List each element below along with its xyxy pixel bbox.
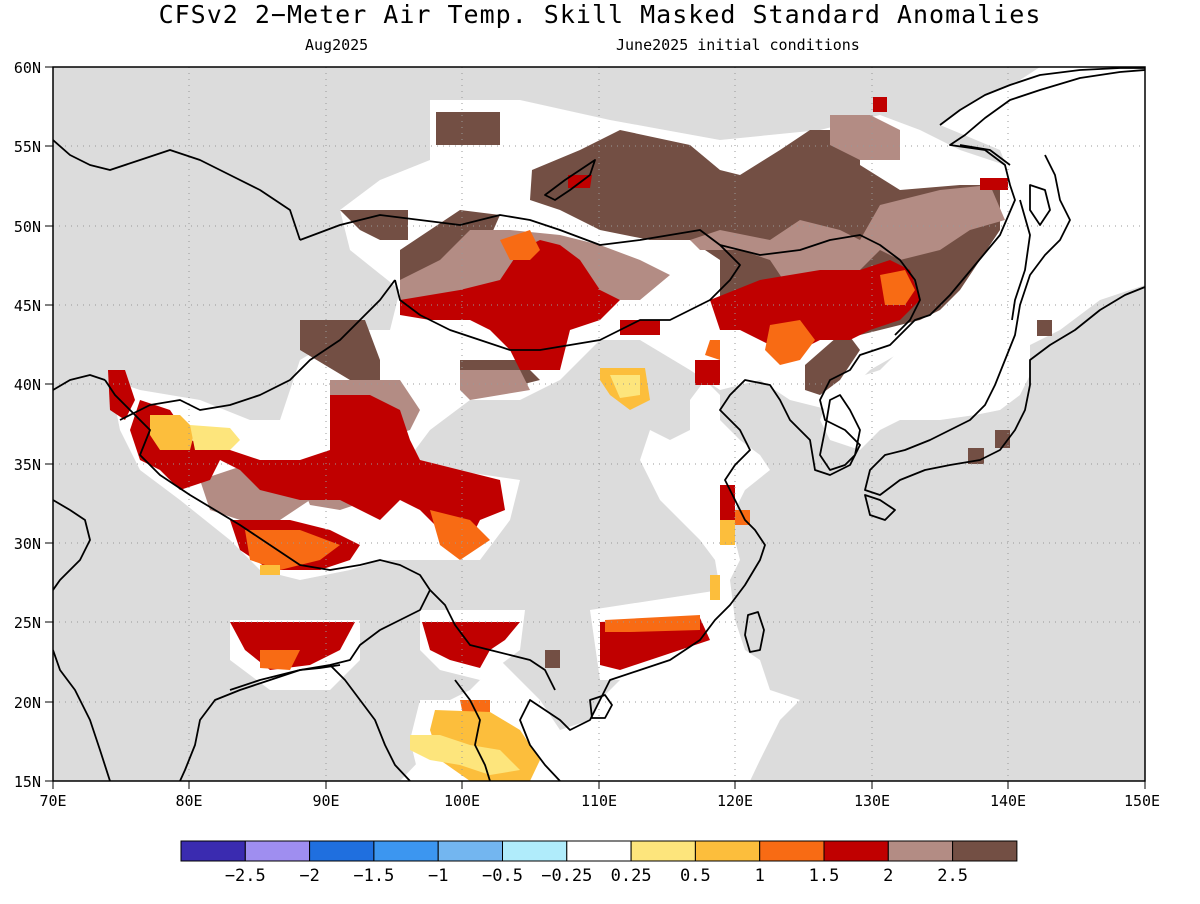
- lat-label: 25N: [14, 614, 41, 632]
- lat-label: 15N: [14, 773, 41, 791]
- colorbar-bin: [630, 840, 696, 862]
- colorbar-tick-label: −2.5: [225, 866, 266, 886]
- colorbar-bin: [244, 840, 311, 862]
- colorbar-tick-label: −0.25: [541, 866, 592, 886]
- lat-label: 60N: [14, 59, 41, 77]
- colorbar-tick-label: −1.5: [353, 866, 394, 886]
- colorbar-tick-label: −0.5: [482, 866, 523, 886]
- lat-label: 20N: [14, 694, 41, 712]
- colorbar-tick-label: 2.5: [937, 866, 968, 886]
- lon-label: 90E: [312, 792, 339, 810]
- lat-label: 35N: [14, 456, 41, 474]
- colorbar-bin: [437, 840, 504, 862]
- colorbar-bin: [823, 840, 889, 862]
- lat-label: 50N: [14, 218, 41, 236]
- lon-label: 70E: [39, 792, 66, 810]
- colorbar-bin: [180, 840, 246, 862]
- lon-label: 100E: [444, 792, 480, 810]
- initial-conditions-label: June2025 initial conditions: [616, 36, 860, 54]
- colorbar-tick-label: −2: [299, 866, 319, 886]
- lon-label: 140E: [990, 792, 1026, 810]
- colorbar-tick-label: 0.25: [611, 866, 652, 886]
- lon-label: 110E: [581, 792, 617, 810]
- colorbar-tick-label: 2: [883, 866, 893, 886]
- coastlines: [53, 67, 1145, 781]
- colorbar-bin: [502, 840, 568, 862]
- map-title: CFSv2 2−Meter Air Temp. Skill Masked Sta…: [158, 0, 1042, 29]
- colorbar-labels: −2.5 −2 −1.5 −1 −0.5 −0.25 0.25 0.5 1 1.5 2 2.5: [225, 866, 968, 886]
- colorbar-bin: [759, 840, 825, 862]
- colorbar-tick-label: −1: [428, 866, 448, 886]
- lat-label: 45N: [14, 297, 41, 315]
- colorbar-bin: [952, 840, 1018, 862]
- lat-label: 40N: [14, 376, 41, 394]
- forecast-month: Aug2025: [305, 36, 369, 54]
- colorbar: [180, 840, 1018, 862]
- lon-label: 130E: [854, 792, 890, 810]
- colorbar-tick-label: 1.5: [809, 866, 840, 886]
- colorbar-bin: [309, 840, 375, 862]
- colorbar-tick-label: 0.5: [680, 866, 711, 886]
- lon-label: 80E: [175, 792, 202, 810]
- colorbar-bin: [694, 840, 761, 862]
- colorbar-bin: [373, 840, 439, 862]
- lat-label: 55N: [14, 138, 41, 156]
- colorbar-bin: [887, 840, 954, 862]
- lat-label: 30N: [14, 535, 41, 553]
- colorbar-tick-label: 1: [755, 866, 765, 886]
- colorbar-bin: [566, 840, 632, 862]
- anomaly-shading: [108, 97, 1052, 781]
- lon-label: 150E: [1124, 792, 1160, 810]
- lon-label: 120E: [717, 792, 753, 810]
